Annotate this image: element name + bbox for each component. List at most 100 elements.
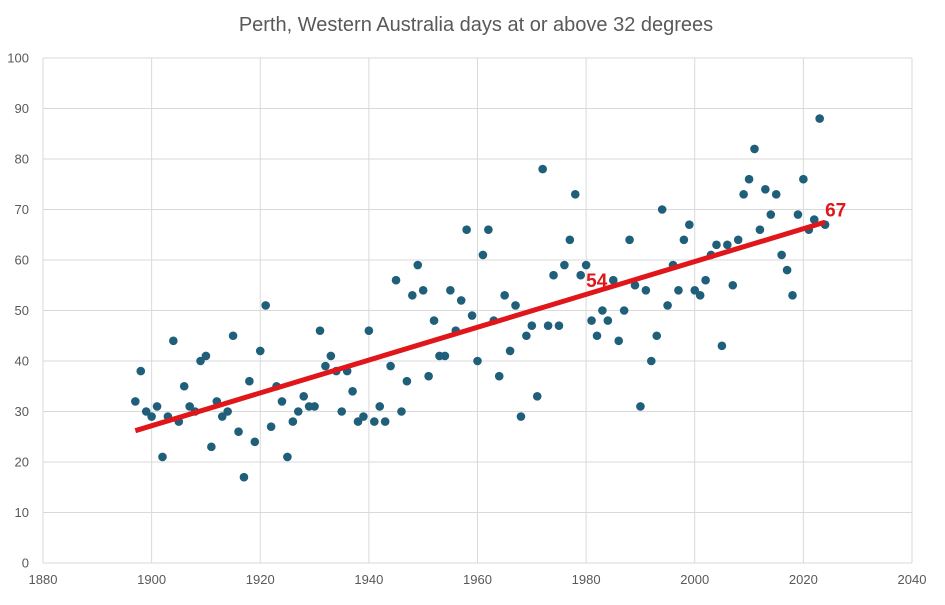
x-tick-label: 1900 [137,572,166,587]
data-point [413,260,423,270]
data-point [462,225,471,234]
x-tick-label: 2020 [789,572,818,587]
data-point [223,407,232,416]
y-tick-label: 70 [15,202,29,217]
data-point [815,114,824,123]
x-tick-label: 2000 [680,572,709,587]
data-point [570,190,580,199]
trendline-group [134,219,826,434]
data-point [277,397,287,406]
annotations: 54 67 [586,201,846,293]
data-point [228,331,238,341]
data-point [299,392,309,401]
x-tick-label: 1880 [29,572,58,587]
trend-annotation-label: 54 [586,271,608,292]
data-point [679,235,689,245]
data-point [408,291,417,300]
data-point [744,174,754,184]
data-point [201,351,211,361]
data-point [494,371,504,381]
data-point [576,270,585,280]
data-point [326,351,336,361]
data-point [478,250,488,260]
data-point [636,402,645,411]
data-point [131,397,140,406]
data-points [131,114,830,482]
y-tick-label: 60 [15,253,29,268]
data-point [484,225,493,234]
data-point [456,296,466,305]
data-point [446,286,455,295]
data-point [152,402,162,411]
data-point [207,442,216,452]
data-point [695,291,705,300]
data-point [598,306,607,315]
data-point [771,190,781,199]
data-point [625,235,634,245]
data-point [315,326,325,336]
data-point [717,341,727,351]
data-point [761,185,770,194]
data-point [364,326,374,336]
data-point [522,331,531,341]
data-point [793,210,803,219]
data-point [511,301,520,310]
y-tick-label: 80 [15,152,29,167]
data-point [283,452,292,462]
data-point [440,351,450,361]
data-point [532,392,542,401]
data-point [250,437,260,447]
data-point [750,144,759,154]
data-point [402,376,412,386]
trendline [134,219,826,434]
y-tick-label: 30 [15,404,29,419]
data-point [147,412,156,421]
chart-title: Perth, Western Australia days at or abov… [239,14,713,36]
data-point [516,412,526,421]
x-tick-label: 1940 [354,572,383,587]
data-point [185,402,194,411]
data-point [766,210,776,219]
data-point [310,402,319,411]
x-tick-label: 1960 [463,572,492,587]
x-tick-label: 2040 [898,572,927,587]
data-point [505,346,515,356]
grid [42,57,913,564]
x-tick-label: 1920 [246,572,275,587]
x-tick-label: 1980 [572,572,601,587]
y-tick-label: 20 [15,455,29,470]
data-point [179,381,189,391]
data-point [587,316,596,325]
data-point [293,407,303,416]
data-point [239,472,249,482]
data-point [554,321,564,330]
data-point [674,286,683,295]
data-point [380,417,390,426]
data-point [337,407,347,416]
data-point [288,417,298,426]
data-point [370,417,379,426]
data-point [619,306,629,315]
data-point [614,336,624,346]
y-axis-ticks: 0 10 20 30 40 50 60 70 80 90 100 [7,51,29,571]
data-point [321,361,330,371]
y-tick-label: 40 [15,354,29,369]
data-point [782,265,792,275]
y-tick-label: 0 [22,556,29,571]
data-point [169,336,178,346]
data-point [560,260,569,270]
data-point [500,291,509,300]
data-point [359,412,368,421]
data-point [647,356,656,366]
data-point [608,275,618,285]
data-point [777,250,786,260]
data-point [712,240,721,250]
data-point [733,235,743,245]
data-point [136,366,146,376]
data-point [217,412,227,421]
data-point [690,286,700,295]
y-tick-label: 10 [15,505,29,520]
data-point [473,356,482,366]
y-tick-label: 90 [15,101,29,116]
